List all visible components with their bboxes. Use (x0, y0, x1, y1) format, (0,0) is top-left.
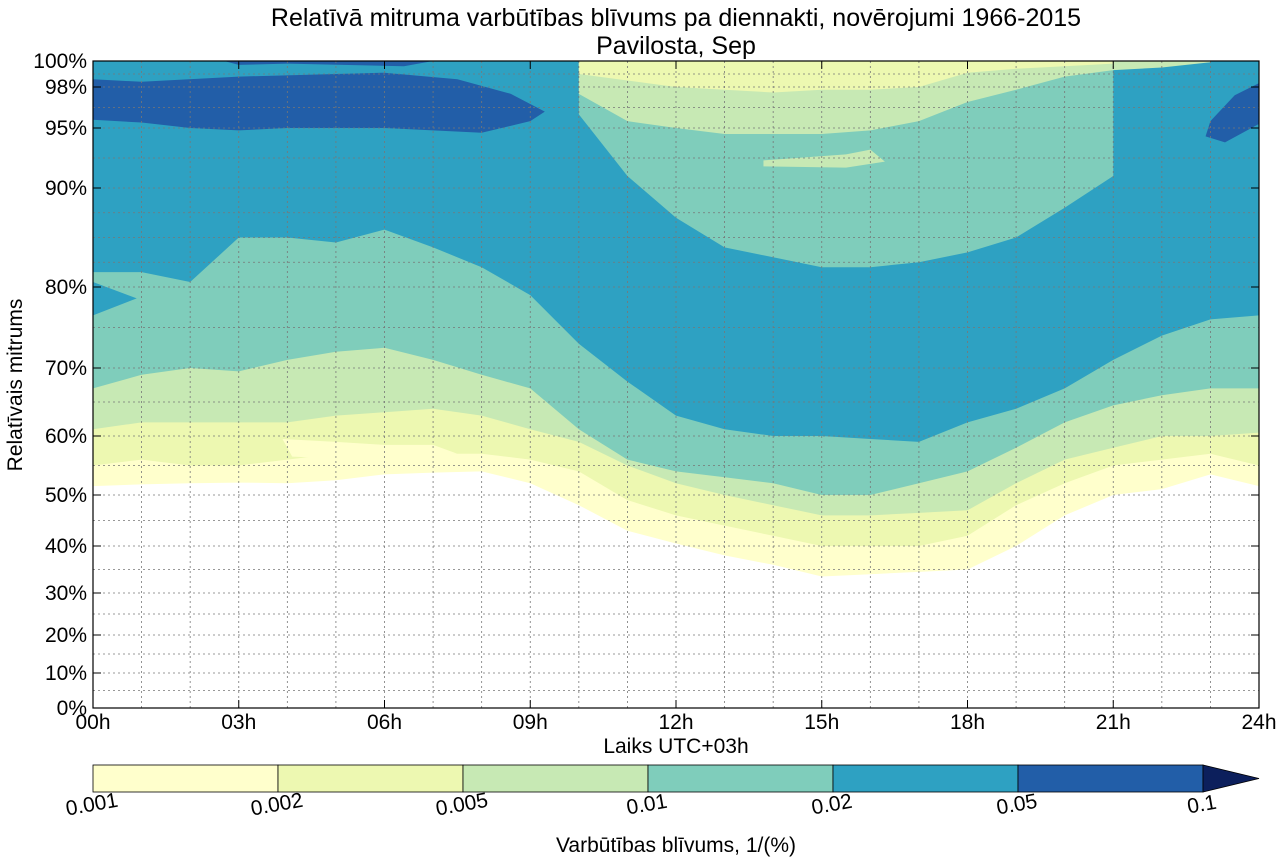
y-axis-ticks: 0% 10% 20% 30% 40% 50% 60% 70% 80% 90% 95% 98% 100% (33, 50, 1259, 720)
band-005 (93, 72, 545, 133)
colorbar-tick-label: 0.002 (249, 789, 305, 821)
x-tick-label: 00h (75, 711, 110, 734)
colorbar-segment (647, 764, 834, 793)
colorbar-extend-arrow (1202, 764, 1260, 793)
y-tick-label: 95% (45, 117, 87, 140)
y-tick-label: 0% (57, 697, 87, 720)
band-005-right (1205, 83, 1259, 143)
x-tick-label: 18h (950, 711, 985, 734)
y-tick-label: 40% (45, 535, 87, 558)
island-002-left (93, 282, 137, 316)
colorbar-tick-label: 0.001 (64, 789, 120, 821)
colorbar-segment (1017, 764, 1204, 793)
band-0002-upper (578, 61, 1114, 93)
y-tick-label: 100% (33, 50, 87, 73)
chart-title: Relatīvā mitruma varbūtības blīvums pa d… (271, 4, 1081, 32)
colorbar: 0.001 0.002 0.005 0.01 0.02 0.05 0.1 (64, 764, 1260, 821)
y-tick-label: 80% (45, 276, 87, 299)
x-tick-label: 09h (513, 711, 548, 734)
colorbar-tick-label: 0.05 (995, 790, 1039, 820)
chart-subtitle: Pavilosta, Sep (596, 32, 756, 60)
island-0005 (763, 149, 885, 168)
x-axis-ticks: 00h 03h 06h 09h 12h 15h 18h 21h 24h (75, 61, 1277, 734)
x-tick-label: 06h (367, 711, 402, 734)
colorbar-tick-label: 0.01 (625, 790, 669, 820)
colorbar-segment (277, 764, 464, 793)
colorbar-tick-label: 0.02 (810, 790, 854, 820)
y-tick-label: 10% (45, 662, 87, 685)
y-tick-label: 20% (45, 624, 87, 647)
x-tick-label: 12h (658, 711, 693, 734)
band-005-top (224, 61, 434, 67)
colorbar-segment (92, 764, 279, 793)
x-tick-label: 21h (1096, 711, 1131, 734)
island-0001 (282, 438, 458, 459)
x-tick-label: 24h (1241, 711, 1276, 734)
x-axis-label: Laiks UTC+03h (603, 735, 748, 758)
grid-lines (93, 61, 1259, 708)
y-tick-label: 60% (45, 425, 87, 448)
x-tick-label: 15h (804, 711, 839, 734)
colorbar-tick-label: 0.005 (434, 789, 490, 821)
y-tick-label: 50% (45, 484, 87, 507)
colorbar-segment (462, 764, 649, 793)
colorbar-label: Varbūtības blīvums, 1/(%) (556, 834, 796, 857)
x-tick-label: 03h (221, 711, 256, 734)
colorbar-segment (832, 764, 1019, 793)
y-tick-label: 98% (45, 76, 87, 99)
y-axis-label: Relatīvais mitrums (4, 299, 27, 472)
y-tick-label: 70% (45, 357, 87, 380)
colorbar-tick-label: 0.1 (1185, 791, 1218, 819)
y-tick-label: 90% (45, 177, 87, 200)
y-tick-label: 30% (45, 582, 87, 605)
